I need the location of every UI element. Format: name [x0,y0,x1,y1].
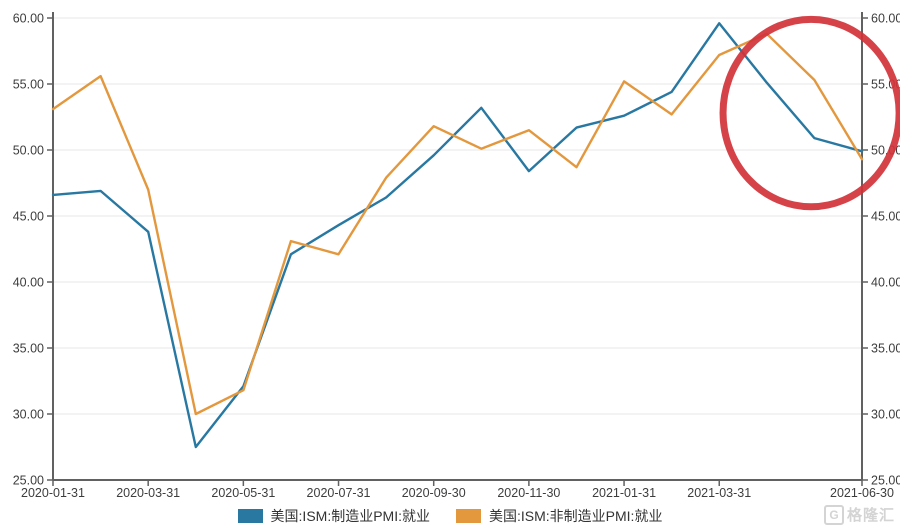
y-axis-label-right: 40.00 [871,276,900,290]
y-axis-label-right: 35.00 [871,342,900,356]
y-axis-label-left: 45.00 [13,210,44,224]
y-axis-label-left: 55.00 [13,78,44,92]
y-axis-label-right: 45.00 [871,210,900,224]
gelonghui-watermark: G 格隆汇 [823,504,895,525]
y-axis-label-right: 30.00 [871,408,900,422]
gelonghui-logo-icon: G [823,504,844,525]
y-axis-label-left: 30.00 [13,408,44,422]
x-axis-label: 2020-09-30 [402,486,466,500]
x-axis-label: 2020-05-31 [211,486,275,500]
y-axis-label-left: 50.00 [13,144,44,158]
x-axis-label: 2021-03-31 [687,486,751,500]
x-axis-label: 2020-07-31 [307,486,371,500]
y-axis-label-right: 25.00 [871,474,900,488]
non-manufacturing-pmi-line [51,32,864,416]
y-axis-label-right: 60.00 [871,12,900,26]
x-axis-label: 2021-01-31 [592,486,656,500]
y-axis-label-left: 35.00 [13,342,44,356]
y-axis-label-left: 40.00 [13,276,44,290]
y-axis-label-left: 25.00 [13,474,44,488]
x-axis-label: 2020-11-30 [497,486,560,500]
x-axis-label: 2020-01-31 [21,486,85,500]
manufacturing-pmi-line [51,22,864,449]
x-axis-label: 2020-03-31 [116,486,180,500]
y-axis-label-left: 60.00 [13,12,44,26]
x-axis-label: 2021-06-30 [830,486,894,500]
highlight-circle-annotation [719,15,900,211]
gelonghui-watermark-text: 格隆汇 [846,507,895,524]
